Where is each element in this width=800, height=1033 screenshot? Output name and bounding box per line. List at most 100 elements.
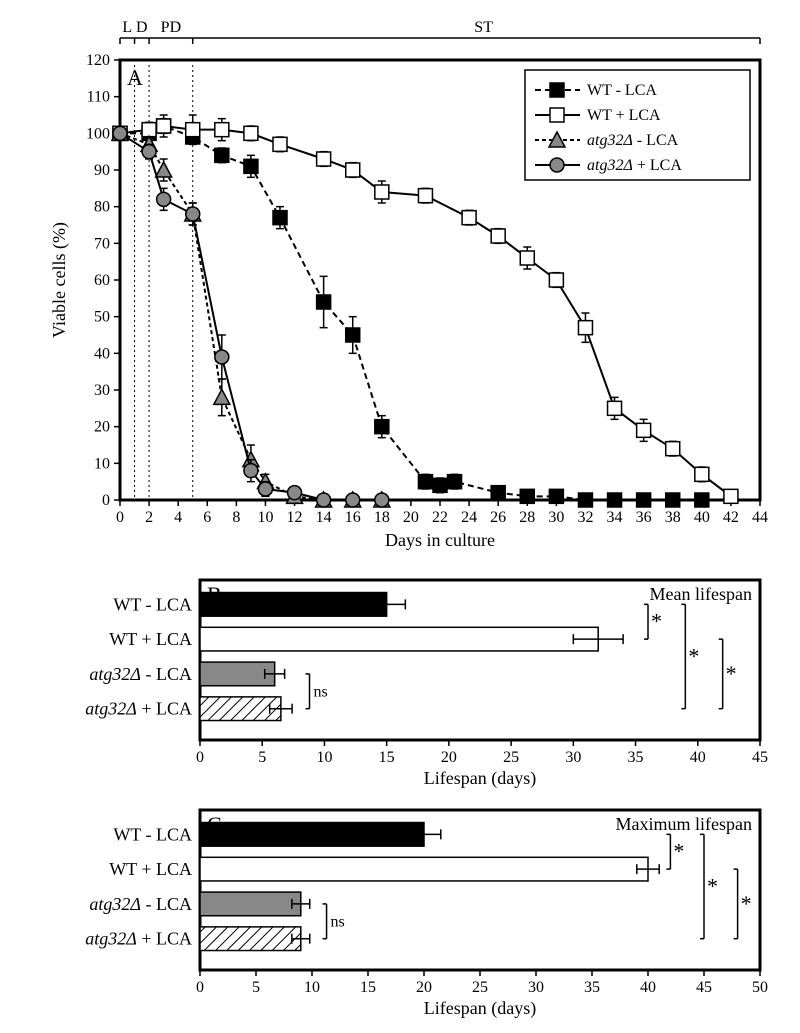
x-axis-label: Lifespan (days): [424, 998, 536, 1019]
y-tick-label: 0: [102, 492, 110, 509]
figure-container: 0246810121416182022242628303234363840424…: [0, 0, 800, 1033]
x-axis-label: Lifespan (days): [424, 768, 536, 789]
x-tick-label: 18: [374, 509, 390, 526]
data-marker: [550, 158, 564, 172]
x-tick-label: 45: [696, 979, 712, 996]
data-marker: [578, 321, 592, 335]
data-marker: [215, 148, 229, 162]
bar: [200, 593, 387, 617]
bar-label: WT + LCA: [109, 859, 192, 879]
bar-panel: CMaximum lifespanWT - LCAWT + LCAatg32Δ …: [85, 810, 768, 1019]
data-marker: [550, 108, 564, 122]
data-marker: [346, 163, 360, 177]
data-marker: [549, 273, 563, 287]
x-tick-label: 30: [548, 509, 564, 526]
data-marker: [215, 350, 229, 364]
x-tick-label: 10: [257, 509, 273, 526]
panel-title: Mean lifespan: [650, 584, 752, 604]
data-marker: [549, 489, 563, 503]
data-marker: [214, 389, 230, 404]
y-tick-label: 90: [94, 162, 110, 179]
bar-label: atg32Δ + LCA: [85, 929, 192, 949]
x-tick-label: 15: [360, 979, 376, 996]
data-marker: [375, 420, 389, 434]
data-marker: [346, 328, 360, 342]
x-axis-label: Days in culture: [385, 530, 495, 550]
significance-star: *: [741, 891, 752, 916]
data-marker: [418, 475, 432, 489]
data-marker: [491, 486, 505, 500]
significance-star: *: [726, 661, 737, 686]
bar-label: WT - LCA: [113, 594, 192, 614]
bar: [200, 627, 598, 651]
x-tick-label: 0: [196, 979, 204, 996]
data-marker: [637, 493, 651, 507]
x-tick-label: 25: [503, 749, 519, 766]
x-tick-label: 22: [432, 509, 448, 526]
panel-a-letter: A: [127, 65, 143, 90]
bar: [200, 697, 281, 721]
y-tick-label: 40: [94, 345, 110, 362]
x-tick-label: 40: [694, 509, 710, 526]
legend-label: WT + LCA: [587, 107, 661, 124]
data-marker: [578, 493, 592, 507]
data-marker: [186, 207, 200, 221]
data-marker: [418, 189, 432, 203]
y-tick-label: 20: [94, 419, 110, 436]
data-marker: [433, 478, 447, 492]
x-tick-label: 30: [528, 979, 544, 996]
data-marker: [375, 493, 389, 507]
x-tick-label: 40: [640, 979, 656, 996]
phase-label: D: [136, 19, 148, 36]
data-marker: [317, 295, 331, 309]
x-tick-label: 14: [316, 509, 332, 526]
bar: [200, 927, 301, 951]
legend-label: atg32Δ + LCA: [587, 157, 682, 174]
bar-label: atg32Δ - LCA: [89, 894, 192, 914]
bar-panel: BMean lifespanWT - LCAWT + LCAatg32Δ - L…: [85, 580, 768, 789]
data-marker: [157, 119, 171, 133]
data-marker: [375, 185, 389, 199]
y-tick-label: 110: [87, 89, 110, 106]
y-tick-label: 10: [94, 455, 110, 472]
phase-label: PD: [161, 19, 181, 36]
bar: [200, 823, 424, 847]
x-tick-label: 28: [519, 509, 535, 526]
x-tick-label: 20: [416, 979, 432, 996]
data-marker: [273, 137, 287, 151]
data-marker: [550, 83, 564, 97]
x-tick-label: 5: [252, 979, 260, 996]
x-tick-label: 24: [461, 509, 477, 526]
x-tick-label: 4: [174, 509, 182, 526]
figure-svg: 0246810121416182022242628303234363840424…: [0, 0, 800, 1033]
panel-a: 0246810121416182022242628303234363840424…: [49, 19, 768, 550]
bar-label: WT + LCA: [109, 629, 192, 649]
x-tick-label: 0: [116, 509, 124, 526]
bar-label: atg32Δ + LCA: [85, 699, 192, 719]
x-tick-label: 5: [258, 749, 266, 766]
data-marker: [448, 475, 462, 489]
bar: [200, 857, 648, 881]
x-tick-label: 10: [316, 749, 332, 766]
x-tick-label: 6: [203, 509, 211, 526]
x-tick-label: 34: [607, 509, 623, 526]
data-marker: [244, 464, 258, 478]
y-tick-label: 30: [94, 382, 110, 399]
data-marker: [608, 493, 622, 507]
significance-star: *: [688, 644, 699, 669]
data-marker: [346, 493, 360, 507]
x-tick-label: 0: [196, 749, 204, 766]
significance-star: *: [651, 609, 662, 634]
x-tick-label: 25: [472, 979, 488, 996]
x-tick-label: 8: [232, 509, 240, 526]
ns-label: ns: [331, 913, 345, 930]
x-tick-label: 40: [690, 749, 706, 766]
data-marker: [520, 489, 534, 503]
data-marker: [142, 145, 156, 159]
legend-label: WT - LCA: [587, 82, 657, 99]
x-tick-label: 36: [636, 509, 652, 526]
significance-star: *: [707, 874, 718, 899]
y-tick-label: 100: [86, 125, 110, 142]
phase-label: L: [122, 19, 132, 36]
y-tick-label: 50: [94, 309, 110, 326]
